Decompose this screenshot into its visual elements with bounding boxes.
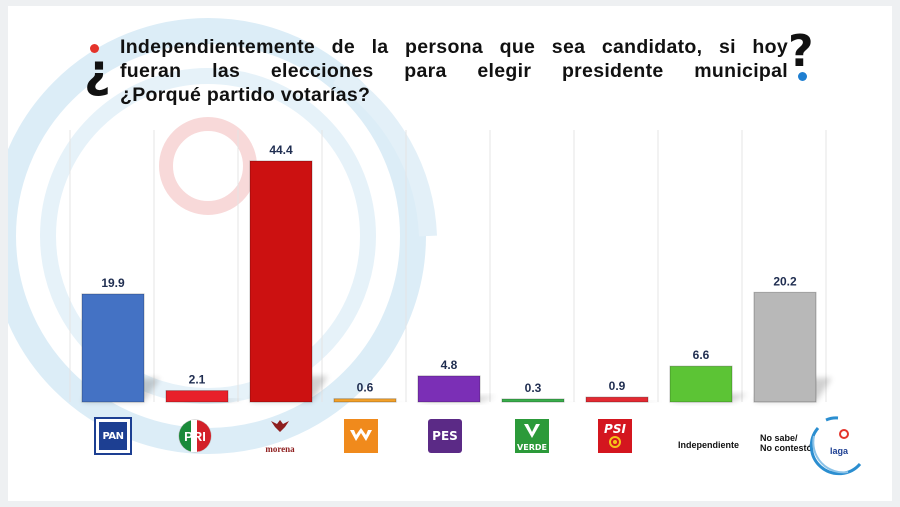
pes-logo: PES: [428, 419, 462, 453]
question-line-3: ¿Porqué partido votarías?: [120, 84, 371, 106]
bar-4: [417, 375, 481, 403]
morena-logo-text: morena: [265, 444, 295, 454]
bar-value-label: 44.4: [269, 143, 293, 157]
bar-chart: 19.9 2.1 44.4 0.6 4.8 0.3 0.9 6.6 20.2: [69, 130, 832, 403]
no-sabe-line-1: No sabe/: [760, 433, 798, 443]
slide: ¿ ? Independientemente de la persona que…: [8, 6, 892, 501]
independiente-label: Independiente: [678, 440, 740, 450]
bar-value-label: 19.9: [101, 276, 125, 290]
bar-2: [249, 160, 313, 403]
no-sabe-label: No sabe/ No contestó: [760, 433, 812, 453]
close-question-dot: [798, 72, 807, 81]
laga-brand-logo: laga: [809, 416, 862, 476]
toucan-icon: [524, 424, 540, 438]
bar-6: [585, 396, 649, 403]
bar-value-label: 4.8: [441, 358, 458, 372]
verde-logo-text: VERDE: [517, 443, 547, 452]
question-line-1: Independientemente de la persona que sea…: [120, 36, 788, 58]
no-sabe-line-2: No contestó: [760, 443, 813, 453]
bar-value-label: 6.6: [693, 348, 710, 362]
movimiento-ciudadano-logo: [344, 419, 378, 453]
open-question-mark: ¿: [84, 44, 111, 98]
eagle-icon: [350, 428, 372, 441]
pan-logo-text: PAN: [102, 430, 124, 442]
psi-logo-text: PSI: [604, 422, 626, 436]
bar-value-label: 0.9: [609, 379, 626, 393]
psi-logo: PSI: [598, 419, 632, 453]
pri-logo: PRI: [178, 419, 212, 453]
open-question-dot: [90, 44, 99, 53]
bar-0: [81, 293, 145, 403]
morena-logo: morena: [260, 418, 300, 454]
pan-logo: PAN: [94, 417, 132, 455]
bar-value-label: 2.1: [189, 373, 206, 387]
verde-logo: VERDE: [515, 419, 549, 453]
bar-7: [669, 365, 733, 403]
bar-value-label: 0.6: [357, 381, 374, 395]
question-title: Independientemente de la persona que sea…: [120, 35, 788, 107]
bar-value-label: 0.3: [525, 381, 542, 395]
column-separators: [69, 130, 827, 402]
question-line-2: fueran las elecciones para elegir presid…: [120, 60, 788, 82]
bars: [81, 160, 817, 403]
bar-1: [165, 390, 229, 403]
spiral-icon: [609, 436, 621, 448]
bar-value-label: 20.2: [773, 274, 797, 288]
bar-8: [753, 291, 817, 403]
laga-brand-text: laga: [830, 446, 849, 456]
pri-logo-text: PRI: [184, 429, 206, 444]
close-question-mark: ?: [788, 26, 814, 77]
pes-logo-text: PES: [432, 429, 458, 443]
bar-3: [333, 398, 397, 403]
eagle-icon: [271, 420, 289, 432]
value-labels: 19.9 2.1 44.4 0.6 4.8 0.3 0.9 6.6 20.2: [101, 143, 797, 395]
bar-5: [501, 398, 565, 403]
